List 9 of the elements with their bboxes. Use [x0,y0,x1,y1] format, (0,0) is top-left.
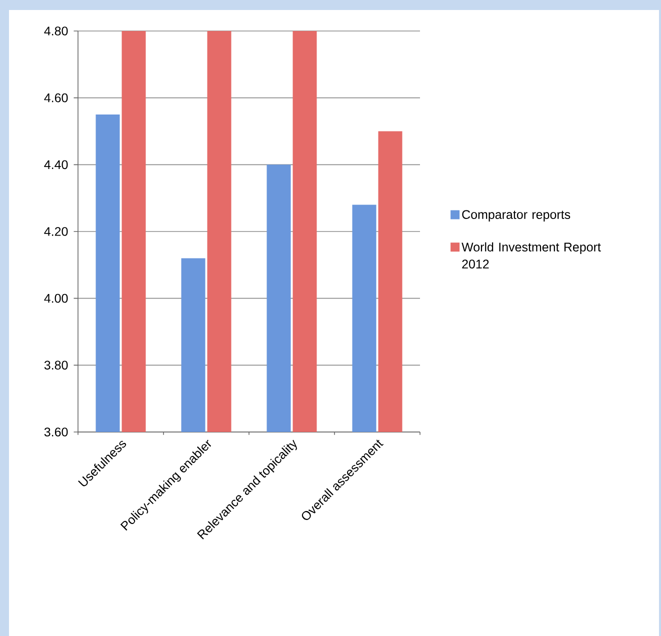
y-tick-label: 3.80 [44,360,68,370]
y-tick-label: 4.60 [44,93,68,102]
legend-label: World Investment Report 2012 [462,242,601,269]
y-tick-label: 4.20 [44,227,68,236]
legend-label: Comparator reports [462,210,570,222]
y-tick-label: 4.80 [44,26,68,36]
y-tick-label: 4.00 [44,294,68,303]
y-tick-label: 4.40 [44,160,68,170]
y-tick-label: 3.60 [44,428,68,436]
